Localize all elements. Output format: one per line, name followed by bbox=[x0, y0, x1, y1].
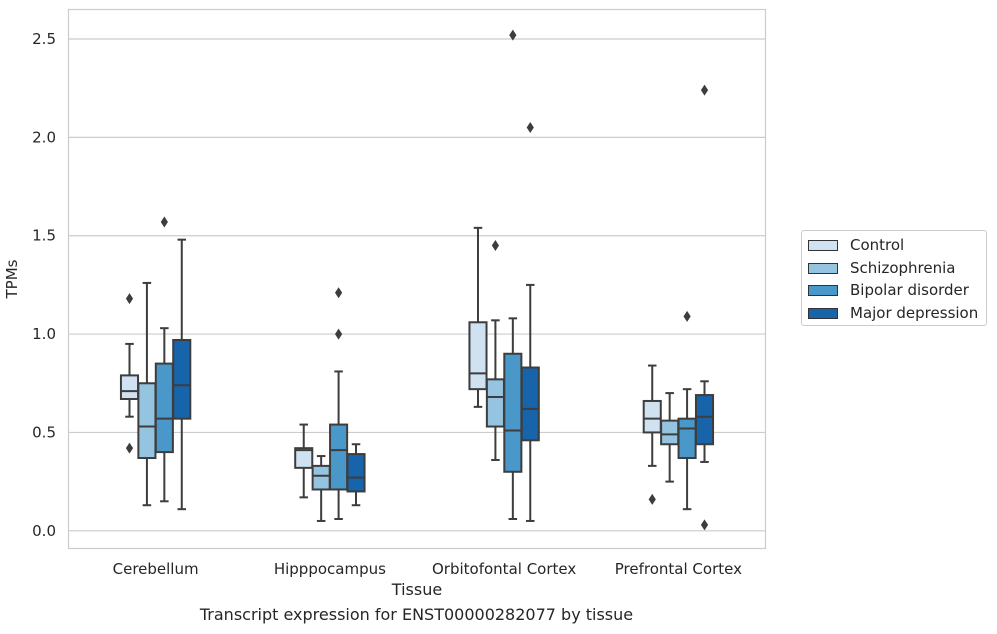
y-tick-label: 0.0 bbox=[32, 522, 56, 540]
box bbox=[485, 378, 505, 428]
x-tick-label: Cerebellum bbox=[113, 560, 199, 578]
outlier-point bbox=[125, 442, 134, 454]
outlier-point bbox=[509, 29, 517, 41]
box bbox=[137, 382, 157, 460]
legend-label-schizophrenia: Schizophrenia bbox=[850, 259, 956, 277]
box bbox=[642, 399, 662, 434]
legend-swatch-control bbox=[808, 239, 838, 251]
legend-swatch-major-depression bbox=[808, 307, 838, 319]
y-axis-label: TPMs bbox=[3, 259, 21, 299]
outlier-point bbox=[700, 84, 709, 96]
y-tick-label: 0.5 bbox=[32, 423, 56, 441]
plot-boxes bbox=[119, 29, 715, 531]
box bbox=[329, 423, 349, 491]
legend-item-major-depression: Major depression bbox=[808, 304, 978, 322]
box bbox=[520, 366, 540, 442]
legend-swatch-bipolar-disorder bbox=[808, 284, 838, 296]
x-tick-label: Prefrontal Cortex bbox=[615, 560, 742, 578]
outlier-point bbox=[526, 122, 534, 134]
legend-item-control: Control bbox=[808, 236, 904, 254]
box bbox=[468, 321, 488, 391]
y-tick-label: 1.0 bbox=[32, 325, 56, 343]
y-tick-labels: 0.0 0.5 1.0 1.5 2.0 2.5 bbox=[32, 30, 56, 540]
box bbox=[119, 374, 140, 400]
x-tick-labels: Cerebellum Hipppocampus Orbitofontal Corte… bbox=[113, 560, 742, 578]
outlier-point bbox=[125, 293, 134, 305]
box bbox=[694, 394, 715, 446]
outlier-point bbox=[491, 240, 500, 252]
y-tick-label: 1.5 bbox=[32, 227, 56, 245]
y-tick-label: 2.0 bbox=[32, 128, 56, 146]
box bbox=[660, 419, 680, 446]
legend-label-bipolar-disorder: Bipolar disorder bbox=[850, 281, 969, 299]
box bbox=[172, 338, 192, 420]
x-tick-label: Hipppocampus bbox=[274, 560, 386, 578]
y-gridlines bbox=[68, 38, 766, 532]
outlier-point bbox=[160, 216, 168, 228]
outlier-point bbox=[683, 310, 691, 322]
legend-swatch-schizophrenia bbox=[808, 262, 838, 274]
legend: Control Schizophrenia Bipolar disorder M… bbox=[801, 230, 987, 326]
legend-item-bipolar-disorder: Bipolar disorder bbox=[808, 281, 969, 299]
box bbox=[677, 417, 697, 460]
box bbox=[294, 447, 314, 469]
chart-caption: Transcript expression for ENST0000028207… bbox=[199, 605, 634, 624]
plot-frame bbox=[67, 8, 767, 550]
outlier-point bbox=[334, 328, 343, 340]
x-axis-label: Tissue bbox=[391, 580, 442, 599]
legend-item-schizophrenia: Schizophrenia bbox=[808, 259, 955, 277]
legend-label-control: Control bbox=[850, 236, 905, 254]
box bbox=[154, 362, 174, 454]
outlier-point bbox=[334, 287, 343, 299]
outlier-point bbox=[700, 519, 709, 531]
legend-label-major-depression: Major depression bbox=[850, 304, 979, 322]
outlier-point bbox=[648, 493, 656, 505]
x-tick-label: Orbitofontal Cortex bbox=[432, 560, 576, 578]
y-tick-label: 2.5 bbox=[32, 30, 56, 48]
box bbox=[503, 352, 523, 473]
box bbox=[346, 453, 366, 493]
box bbox=[311, 464, 331, 491]
